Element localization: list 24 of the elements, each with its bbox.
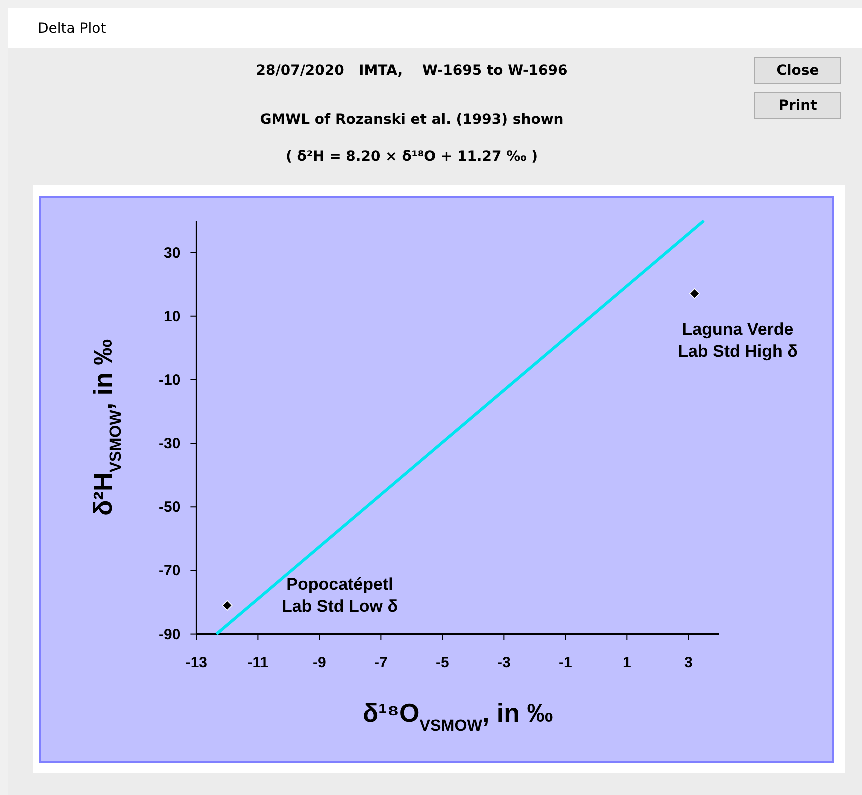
x-tick-label: -11 — [248, 654, 269, 672]
y-tick-label: 30 — [164, 244, 181, 262]
y-tick-label: -90 — [159, 626, 181, 644]
x-axis-title: δ¹⁸O$_{VSMOW}$, in ‰ — [362, 698, 554, 735]
x-tick-label: -13 — [186, 654, 208, 672]
text: Close — [776, 63, 820, 79]
y-tick-label: 10 — [164, 308, 181, 326]
x-tick-label: 1 — [622, 654, 632, 672]
y-tick-label: -50 — [159, 499, 181, 516]
text: Print — [778, 98, 818, 114]
x-tick-label: -1 — [558, 654, 572, 672]
x-tick-label: 3 — [684, 654, 693, 672]
x-tick-label: -7 — [374, 654, 388, 672]
text: Delta Plot — [38, 21, 107, 37]
annotation: Popocatépetl Lab Std Low δ — [282, 575, 398, 616]
x-tick-label: -5 — [436, 654, 450, 672]
annotation: Laguna Verde Lab Std High δ — [678, 320, 798, 361]
y-tick-label: -70 — [159, 562, 181, 580]
y-tick-label: -30 — [159, 436, 181, 453]
chart-title: 28/07/2020 IMTA, W-1695 to W-1696 — [256, 63, 568, 79]
y-tick-label: -10 — [159, 372, 181, 389]
x-tick-label: -9 — [313, 654, 326, 672]
text: GMWL of Rozanski et al. (1993) shown ( δ²H = 8.20 × δ¹⁸O + 11.27 ‰ ) — [260, 112, 564, 165]
x-tick-label: -3 — [498, 654, 511, 672]
